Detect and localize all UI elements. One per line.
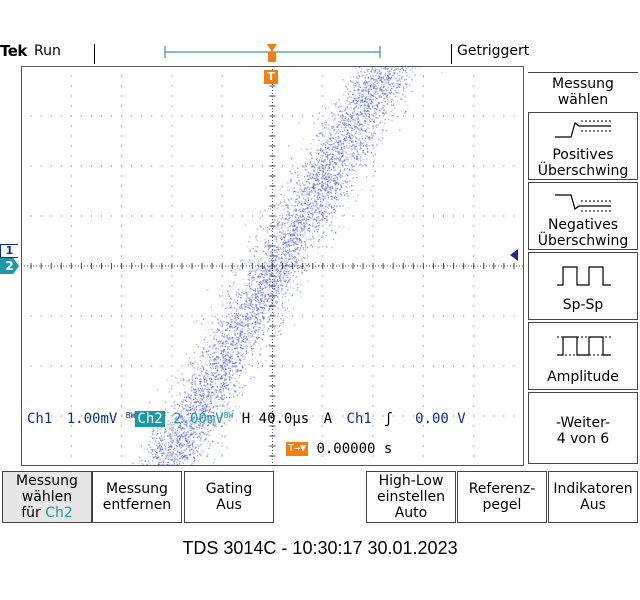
channel-ref: Ch2 — [45, 505, 73, 521]
trigger-position-marker[interactable]: T — [264, 70, 278, 84]
ch2-ground-marker[interactable]: 2 — [0, 258, 19, 274]
brand-logo: Tek — [0, 42, 27, 60]
channel-readout: Ch1 1.00mV BW Ch2 2.00mVBW H 40.0µs A Ch1… — [27, 411, 466, 427]
side-menu-title-line1: Messung — [552, 76, 614, 92]
bottom-button-label: für Ch2 — [3, 505, 91, 521]
bottom-button-label: High-Low — [378, 473, 444, 489]
bottom-button-label: einstellen — [376, 489, 446, 505]
divider — [451, 44, 452, 64]
record-view-bracket — [164, 44, 381, 62]
trigger-source: Ch1 — [346, 411, 372, 427]
bottom-button-reference-level[interactable]: Referenz- pegel — [457, 471, 547, 523]
side-button-label: Amplitude — [547, 369, 619, 385]
trigger-mode: A — [323, 411, 333, 427]
ch1-scale: 1.00mV — [66, 411, 118, 427]
trigger-level-marker[interactable] — [510, 249, 518, 261]
trigger-slope-icon: ʃ — [384, 411, 393, 427]
caption: TDS 3014C - 10:30:17 30.01.2023 — [182, 538, 458, 558]
side-button-label: Überschwing — [537, 163, 629, 179]
bottom-button-remove-measurement[interactable]: Messung entfernen — [92, 471, 182, 523]
side-button-positive-overshoot[interactable]: Positives Überschwing — [528, 112, 638, 180]
bottom-button-label: Messung — [16, 473, 78, 489]
ch1-label: Ch1 — [27, 411, 53, 427]
side-menu-title-line2: wählen — [557, 92, 609, 108]
amplitude-icon — [557, 336, 613, 356]
trigger-position-icon: T→▼ — [286, 442, 308, 456]
ch2-scale: 2.00mV — [173, 411, 224, 427]
xy-trace — [131, 66, 443, 466]
waveform-display[interactable] — [21, 66, 524, 466]
side-button-more[interactable]: -Weiter- 4 von 6 — [528, 392, 638, 464]
trigger-level: 0.00 V — [415, 411, 466, 427]
bottom-button-indicators[interactable]: Indikatoren Aus — [548, 471, 638, 523]
side-button-label: Negatives — [547, 217, 619, 233]
side-button-amplitude[interactable]: Amplitude — [528, 322, 638, 390]
side-button-negative-overshoot[interactable]: Negatives Überschwing — [528, 182, 638, 250]
bottom-button-label: Messung — [106, 481, 168, 497]
ch1-ground-marker[interactable]: 1 — [0, 244, 18, 258]
bottom-button-label: Referenz- — [468, 481, 536, 497]
divider — [94, 44, 95, 64]
ch2-label: Ch2 — [135, 411, 165, 427]
ch1-bw-limit: BW — [125, 411, 136, 420]
bottom-button-label: entfernen — [102, 497, 172, 513]
side-button-label: Sp-Sp — [562, 297, 604, 313]
peak-peak-icon — [557, 266, 611, 286]
trigger-position-value: 0.00000 s — [316, 441, 393, 457]
run-state: Run — [34, 43, 61, 59]
bottom-button-label: wählen — [21, 489, 73, 505]
negative-overshoot-icon — [555, 194, 611, 212]
graticule — [21, 66, 524, 466]
bottom-button-gating[interactable]: Gating Aus — [184, 471, 274, 523]
side-button-label: Überschwing — [537, 233, 629, 249]
bottom-button-label: Auto — [394, 505, 428, 521]
trigger-status: Getriggert — [457, 43, 530, 59]
bottom-button-label: pegel — [482, 497, 522, 513]
bottom-button-high-low[interactable]: High-Low einstellen Auto — [366, 471, 456, 523]
bottom-button-label: Aus — [580, 497, 606, 513]
side-button-label: -Weiter- — [555, 415, 611, 431]
positive-overshoot-icon — [555, 120, 611, 138]
side-button-label: 4 von 6 — [556, 431, 610, 447]
divider — [528, 72, 638, 73]
side-button-peak-peak[interactable]: Sp-Sp — [528, 252, 638, 320]
ch2-bw-limit: BW — [223, 411, 234, 420]
bottom-button-label: Gating — [205, 481, 253, 497]
status-bar: Tek Run Getriggert — [0, 40, 640, 64]
bottom-button-select-measurement[interactable]: Messung wählen für Ch2 — [2, 471, 92, 523]
bottom-button-label: Indikatoren — [553, 481, 633, 497]
bottom-button-label-part: für — [21, 505, 41, 521]
timebase: H 40.0µs — [241, 411, 310, 427]
trigger-position-readout: T→▼ 0.00000 s — [286, 441, 392, 457]
side-menu-title: Messung wählen — [528, 72, 638, 112]
side-button-label: Positives — [552, 147, 614, 163]
bottom-button-label: Aus — [216, 497, 242, 513]
